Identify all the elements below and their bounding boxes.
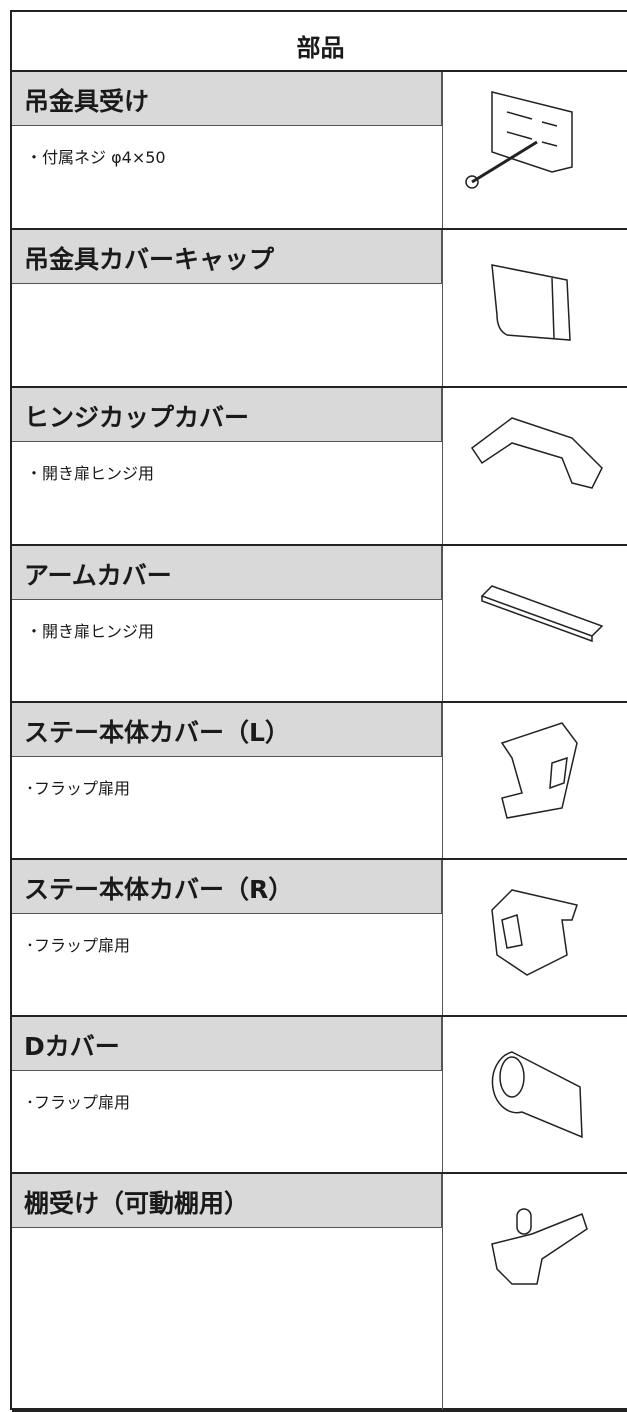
column-divider (442, 230, 443, 386)
part-row: Dカバー ･フラップ扉用 (12, 1017, 627, 1174)
part-illustration (491, 264, 571, 341)
part-name: アームカバー (12, 546, 442, 600)
part-illustration (491, 1051, 583, 1139)
part-note: ・付属ネジ φ4×50 (26, 148, 166, 167)
part-name: ステー本体カバー（R） (12, 860, 442, 914)
part-name: ヒンジカップカバー (12, 388, 442, 442)
part-row: 吊金具受け・付属ネジ φ4×50 (12, 72, 627, 230)
table-header: 部品 (12, 12, 627, 72)
column-divider (442, 388, 443, 544)
column-divider (442, 703, 443, 858)
part-name: Dカバー (12, 1017, 442, 1071)
part-row: 吊金具カバーキャップ (12, 230, 627, 388)
column-divider (442, 1017, 443, 1172)
part-row: 棚受け（可動棚用） (12, 1174, 627, 1412)
part-illustration (491, 889, 578, 976)
part-name: 吊金具受け (12, 72, 442, 126)
part-note: ・開き扉ヒンジ用 (26, 622, 155, 641)
part-name: ステー本体カバー（L） (12, 703, 442, 757)
part-illustration (465, 91, 573, 189)
part-row: ステー本体カバー（L） ･フラップ扉用 (12, 703, 627, 860)
part-note: ・開き扉ヒンジ用 (26, 464, 155, 483)
column-divider (442, 1174, 443, 1410)
part-row: ヒンジカップカバー・開き扉ヒンジ用 (12, 388, 627, 546)
column-divider (442, 546, 443, 701)
part-note: ･フラップ扉用 (26, 1093, 131, 1112)
part-name: 棚受け（可動棚用） (12, 1174, 442, 1228)
part-illustration (470, 417, 603, 489)
part-name: 吊金具カバーキャップ (12, 230, 442, 284)
header-title: 部品 (296, 34, 345, 62)
part-note: ･フラップ扉用 (26, 779, 131, 798)
column-divider (442, 72, 443, 228)
part-row: アームカバー・開き扉ヒンジ用 (12, 546, 627, 703)
part-note: ･フラップ扉用 (26, 936, 131, 955)
part-row: ステー本体カバー（R） ･フラップ扉用 (12, 860, 627, 1017)
parts-table: 部品 吊金具受け ・付属ネジ φ4×50 吊金具カバーキャップ ヒンジカップカバー ・開… (10, 10, 627, 1412)
column-divider (442, 860, 443, 1015)
part-illustration (491, 1208, 588, 1285)
part-illustration (480, 585, 604, 643)
part-illustration (500, 722, 578, 819)
